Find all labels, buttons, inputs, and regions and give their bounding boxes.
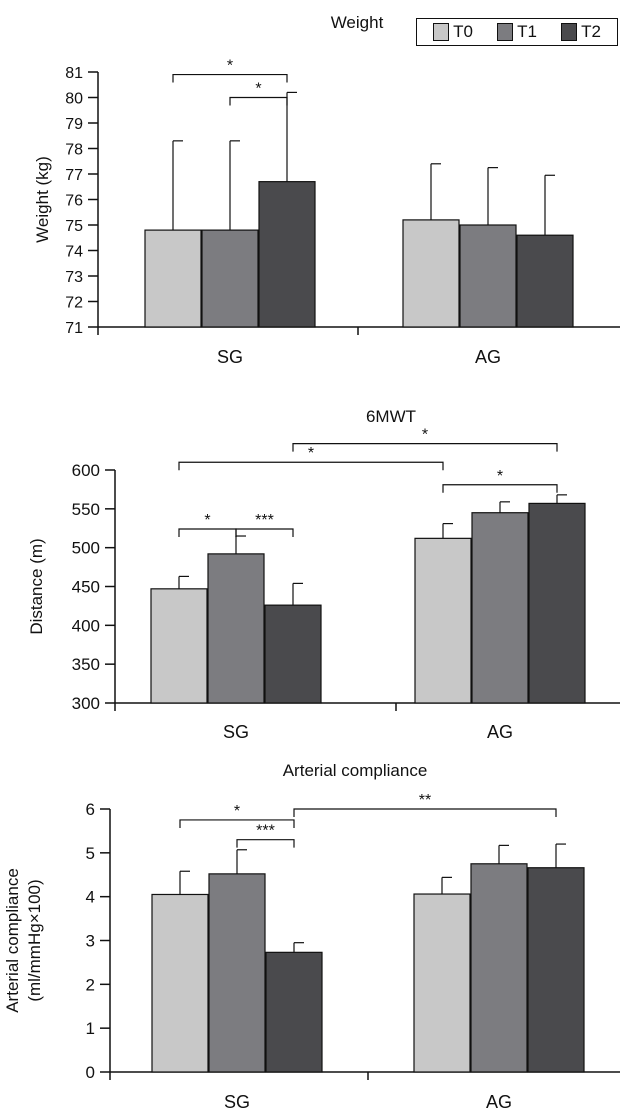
bar-sg-t0 [144,229,202,328]
y-tick-label: 1 [86,1019,95,1038]
chart-title: 6MWT [366,407,416,426]
significance-label: * [227,58,233,75]
significance-label: * [308,445,314,462]
legend-label-t1: T1 [517,22,537,41]
y-tick-label: 81 [65,65,83,82]
bar-ag-t0 [413,893,471,1073]
y-tick-label: 4 [86,888,95,907]
legend-item-t2: T2 [561,22,601,42]
y-tick-label: 450 [72,578,100,597]
bar-sg-t0 [151,893,209,1073]
bar-ag-t0 [402,219,460,328]
category-label-sg: SG [217,347,243,367]
y-tick-label: 78 [65,142,83,159]
bar-sg-t1 [208,873,266,1073]
y-tick-label: 74 [65,244,83,261]
category-label-ag: AG [486,1092,512,1112]
significance-bracket [178,461,444,471]
significance-bracket [172,73,288,83]
chart-panel-1: Weight 71 72 73 74 75 76 77 78 79 80 81 Weight (kg) S… [33,13,620,367]
y-axis-title: Arterial compliance [3,868,22,1013]
significance-bracket [442,484,558,493]
significance-bracket [229,96,288,106]
significance-label: * [422,427,428,444]
bar-ag-t2 [528,502,586,704]
y-tick-label: 76 [65,193,83,210]
bar-sg-t2 [258,181,316,328]
bar-sg-t1 [207,553,265,704]
category-label-sg: SG [224,1092,250,1112]
significance-bracket [236,839,295,848]
significance-bracket [292,442,558,452]
y-tick-label: 79 [65,116,83,133]
y-tick-label: 0 [86,1063,95,1082]
y-tick-label: 3 [86,932,95,951]
significance-label: * [204,512,210,529]
bar-ag-t1 [470,863,528,1073]
y-tick-label: 72 [65,295,83,312]
legend-item-t1: T1 [497,22,537,42]
bar-sg-t0 [150,588,208,704]
bar-sg-t2 [265,951,323,1073]
category-label-sg: SG [223,722,249,742]
significance-label: * [255,81,261,98]
y-tick-label: 6 [86,800,95,819]
y-tick-label: 600 [72,461,100,480]
legend-item-t0: T0 [433,22,473,42]
significance-label: * [497,468,503,485]
y-tick-label: 300 [72,694,100,713]
y-axis-title: Distance (m) [27,538,46,634]
bar-ag-t0 [414,537,472,704]
bar-ag-t1 [471,512,529,704]
chart-panel-2: 6MWT 300 350 400 450 500 550 600 Distance (m) SG A… [27,407,620,742]
y-tick-label: 75 [65,218,83,235]
significance-bracket [293,808,557,817]
y-tick-label: 500 [72,539,100,558]
y-tick-label: 550 [72,500,100,519]
y-axis-title: (ml/mmHg×100) [25,879,44,1001]
significance-bracket [235,528,294,538]
significance-label: * [234,803,240,820]
legend-swatch-t1 [497,23,514,41]
y-tick-label: 400 [72,616,100,635]
legend-swatch-t2 [561,23,578,41]
significance-label: ** [419,792,431,809]
significance-label: *** [255,512,274,529]
chart-title: Weight [331,13,384,32]
legend-label-t0: T0 [453,22,473,41]
bar-sg-t2 [264,604,322,704]
bar-sg-t1 [201,229,259,328]
bar-ag-t2 [516,234,574,328]
y-tick-label: 2 [86,975,95,994]
y-tick-label: 350 [72,655,100,674]
legend: T0 T1 T2 [416,18,618,46]
category-label-ag: AG [475,347,501,367]
y-axis-title: Weight (kg) [33,156,52,243]
category-label-ag: AG [487,722,513,742]
chart-panel-3: Arterial compliance 0 1 2 3 4 5 6 Arterial compl… [3,761,620,1112]
significance-label: *** [256,823,275,840]
chart-title: Arterial compliance [283,761,428,780]
y-tick-label: 5 [86,844,95,863]
y-tick-label: 80 [65,91,83,108]
significance-bracket [179,819,295,828]
y-tick-label: 73 [65,269,83,286]
significance-bracket [178,528,237,538]
legend-swatch-t0 [433,23,450,41]
y-tick-label: 71 [65,320,83,337]
y-tick-label: 77 [65,167,83,184]
bar-ag-t1 [459,224,517,328]
legend-label-t2: T2 [581,22,601,41]
bar-ag-t2 [527,867,585,1073]
